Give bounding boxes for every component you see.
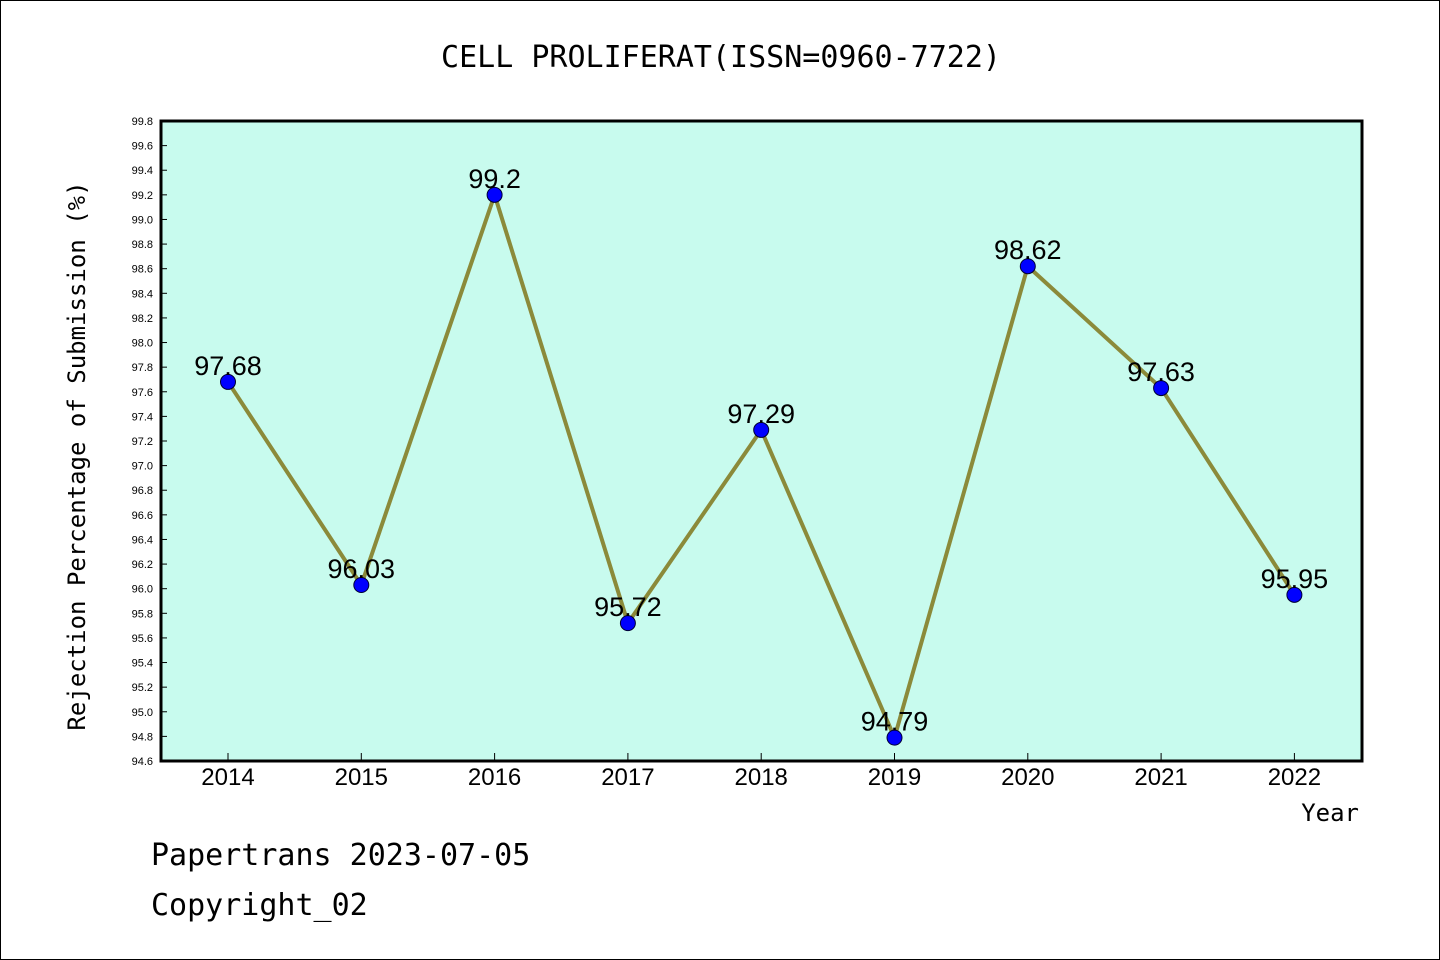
y-tick-label: 96.4 [132, 534, 153, 546]
x-tick-label: 2018 [735, 764, 788, 791]
y-tick-label: 98.8 [132, 239, 153, 251]
data-point-marker [886, 729, 903, 746]
data-point-label: 95.72 [594, 592, 662, 622]
data-point-marker [1286, 586, 1303, 603]
data-point-marker [220, 373, 236, 390]
data-labels: 97.68 96.03 99.2 95.72 97.29 94.79 98.62 97.63 9… [194, 164, 1328, 737]
data-point-label: 94.79 [861, 707, 929, 737]
y-tick-label: 98.2 [132, 313, 153, 325]
y-tick-label: 97.0 [132, 461, 153, 473]
y-tick-label: 95.6 [132, 633, 153, 645]
x-tick-label: 2016 [468, 764, 521, 791]
footer-copyright: Copyright_02 [151, 888, 368, 923]
data-point-label: 96.03 [328, 554, 396, 584]
data-point-label: 97.63 [1127, 357, 1195, 387]
data-point-marker [1019, 258, 1036, 275]
data-point-marker [1153, 380, 1170, 397]
y-tick-label: 95.8 [132, 608, 153, 620]
chart-title: CELL PROLIFERAT(ISSN=0960-7722) [441, 40, 1001, 75]
data-point-marker [486, 186, 503, 203]
plot-area [159, 119, 1364, 763]
y-tick-label: 96.2 [132, 559, 153, 571]
x-tick-label: 2017 [601, 764, 654, 791]
y-tick-label: 98.4 [132, 288, 153, 300]
data-point-marker [753, 421, 770, 438]
y-tick-label: 96.6 [132, 510, 153, 522]
y-tick-label: 98.6 [132, 264, 153, 276]
data-point-label: 97.68 [194, 351, 262, 381]
footer-date: Papertrans 2023-07-05 [151, 838, 530, 873]
y-tick-label: 99.6 [132, 141, 153, 153]
y-tick-label: 99.8 [132, 116, 153, 128]
y-tick-label: 99.0 [132, 214, 153, 226]
x-tick-label: 2014 [201, 764, 254, 791]
x-tick-label: 2015 [335, 764, 388, 791]
y-tick-label: 94.6 [132, 756, 153, 768]
y-tick-label: 97.8 [132, 362, 153, 374]
y-tick-label: 95.0 [132, 707, 153, 719]
y-tick-label: 98.0 [132, 338, 153, 350]
data-point-label: 98.62 [994, 235, 1062, 265]
y-tick-label: 96.0 [132, 584, 153, 596]
x-axis-label: Year [1301, 799, 1359, 827]
y-axis-label: Rejection Percentage of Submission (%) [63, 181, 91, 730]
data-point-label: 95.95 [1261, 564, 1329, 594]
x-tick-label: 2019 [868, 764, 921, 791]
data-point-marker [353, 577, 370, 593]
y-tick-label: 97.4 [132, 411, 153, 423]
y-tick-label: 94.8 [132, 731, 153, 743]
x-tick-label: 2022 [1268, 764, 1321, 791]
y-tick-label: 99.4 [132, 165, 153, 177]
x-tick-label: 2021 [1134, 764, 1187, 791]
data-point-label: 99.2 [468, 164, 521, 194]
x-tick-label: 2020 [1001, 764, 1054, 791]
y-tick-label: 99.2 [132, 190, 153, 202]
y-tick-label: 97.2 [132, 436, 153, 448]
y-tick-label: 95.2 [132, 682, 153, 694]
y-tick-label: 95.4 [132, 658, 153, 670]
data-point-label: 97.29 [727, 399, 795, 429]
y-tick-label: 97.6 [132, 387, 153, 399]
y-axis-ticks: 94.6 94.8 95.0 95.2 95.4 95.6 95.8 96.0 96.2 96.4… [132, 116, 167, 768]
x-axis-ticks: 2014 2015 2016 2017 2018 2019 2020 2021 2022 [201, 753, 1321, 791]
series-markers [220, 186, 1303, 746]
y-tick-label: 96.8 [132, 485, 153, 497]
data-point-marker [619, 615, 636, 632]
